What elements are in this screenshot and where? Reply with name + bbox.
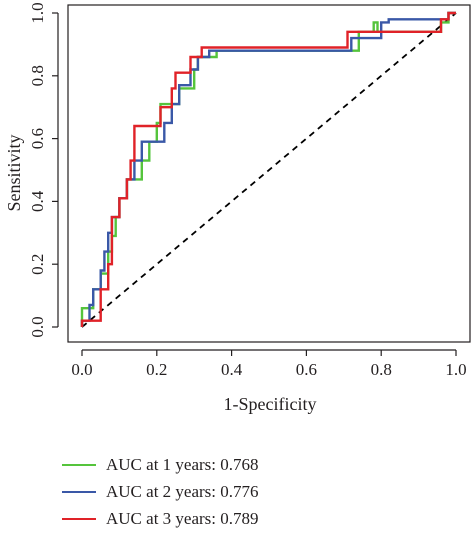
legend-swatch-series-1 (62, 464, 96, 466)
series-line-2 (80, 11, 456, 327)
roc-chart: 0.0 0.2 0.4 0.6 0.8 1.0 0.0 0.2 0.4 0.6 0.8 1.0 1-… (4, 2, 471, 414)
plot-frame (67, 4, 471, 343)
y-tick-label: 0.6 (28, 128, 47, 149)
y-tick-label: 0.0 (28, 316, 47, 337)
legend-label-series-2: AUC at 2 years: 0.776 (106, 482, 259, 501)
legend-swatch-series-3 (62, 518, 96, 520)
y-axis-title: Sensitivity (4, 134, 24, 211)
legend-item-series-3: AUC at 3 years: 0.789 (62, 506, 259, 532)
x-tick-label: 0.0 (71, 360, 92, 379)
y-tick-label: 0.8 (28, 65, 47, 86)
x-axis: 0.0 0.2 0.4 0.6 0.8 1.0 (71, 349, 467, 379)
y-tick-label: 0.4 (28, 190, 47, 212)
x-tick-label: 0.8 (371, 360, 392, 379)
x-tick-label: 0.2 (146, 360, 167, 379)
series-line-3 (80, 11, 456, 327)
x-axis-title: 1-Specificity (224, 394, 317, 414)
x-tick-label: 0.6 (296, 360, 317, 379)
legend-item-series-1: AUC at 1 years: 0.768 (62, 452, 259, 478)
legend-item-series-2: AUC at 2 years: 0.776 (62, 479, 259, 505)
series-lines (80, 11, 456, 327)
legend-label-series-1: AUC at 1 years: 0.768 (106, 455, 259, 474)
legend-swatch-series-2 (62, 491, 96, 493)
legend: AUC at 1 years: 0.768 AUC at 2 years: 0.… (62, 452, 259, 533)
y-tick-label: 1.0 (28, 2, 47, 23)
y-tick-label: 0.2 (28, 254, 47, 275)
x-tick-label: 1.0 (445, 360, 466, 379)
y-axis: 0.0 0.2 0.4 0.6 0.8 1.0 (28, 2, 59, 338)
legend-label-series-3: AUC at 3 years: 0.789 (106, 509, 259, 528)
reference-diagonal-line (81, 12, 457, 328)
x-tick-label: 0.4 (221, 360, 243, 379)
